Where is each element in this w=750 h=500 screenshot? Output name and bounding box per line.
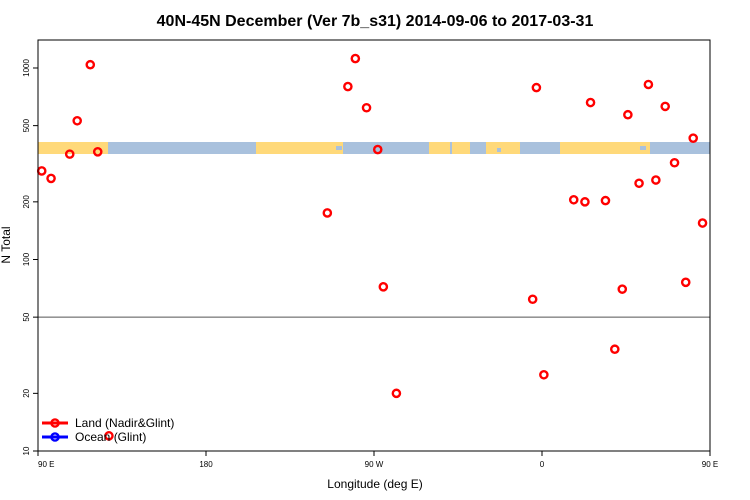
data-point bbox=[634, 178, 644, 189]
data-point bbox=[651, 175, 661, 185]
data-point bbox=[72, 115, 82, 126]
x-tick-label: 90 E bbox=[38, 460, 54, 469]
ocean-strip-detail bbox=[336, 146, 342, 150]
legend-label: Ocean (Glint) bbox=[75, 430, 146, 444]
data-point bbox=[64, 149, 75, 159]
land-strip-segment bbox=[486, 142, 520, 154]
data-point bbox=[378, 282, 389, 292]
data-point bbox=[391, 388, 402, 399]
land-strip-segment bbox=[38, 142, 108, 154]
data-point bbox=[361, 102, 372, 113]
data-point bbox=[600, 195, 611, 206]
data-point bbox=[92, 147, 103, 157]
data-point bbox=[623, 109, 633, 120]
x-tick-label: 90 E bbox=[702, 460, 718, 469]
y-tick-label: 100 bbox=[22, 252, 31, 266]
data-point bbox=[680, 277, 691, 288]
data-point bbox=[697, 218, 708, 228]
y-tick-label: 10 bbox=[22, 446, 31, 455]
data-point bbox=[531, 82, 542, 93]
data-point bbox=[617, 284, 628, 294]
data-point bbox=[46, 173, 56, 184]
y-axis-label: N Total bbox=[0, 226, 13, 263]
data-point bbox=[669, 157, 680, 168]
y-tick-label: 50 bbox=[22, 312, 31, 321]
data-point bbox=[372, 144, 383, 155]
land-strip-segment bbox=[429, 142, 450, 154]
data-point bbox=[585, 97, 596, 108]
land-strip-segment bbox=[560, 142, 650, 154]
legend-label: Land (Nadir&Glint) bbox=[75, 416, 174, 430]
x-axis-label: Longitude (deg E) bbox=[327, 477, 422, 491]
data-point bbox=[527, 294, 538, 305]
land-strip-segment bbox=[452, 142, 470, 154]
x-tick-label: 180 bbox=[199, 460, 213, 469]
y-tick-label: 1000 bbox=[22, 59, 31, 77]
data-point bbox=[322, 208, 333, 218]
y-axis: 10 20 50 100 200 500 1000 bbox=[22, 59, 38, 455]
data-point bbox=[36, 166, 47, 176]
y-tick-label: 200 bbox=[22, 195, 31, 209]
data-point bbox=[688, 133, 699, 143]
ocean-strip-detail bbox=[640, 146, 646, 150]
data-points bbox=[36, 53, 708, 441]
data-point bbox=[580, 197, 590, 207]
ocean-strip-detail bbox=[520, 150, 525, 154]
land-strip-segment bbox=[256, 142, 343, 154]
data-point bbox=[568, 194, 579, 205]
data-point bbox=[343, 81, 353, 92]
data-point bbox=[539, 369, 549, 380]
legend-swatch-marker bbox=[50, 432, 60, 442]
x-tick-label: 0 bbox=[540, 460, 545, 469]
y-tick-label: 500 bbox=[22, 118, 31, 132]
plot-frame bbox=[37, 39, 711, 452]
data-point bbox=[610, 344, 620, 355]
ocean-strip-detail bbox=[497, 148, 501, 152]
data-point bbox=[85, 59, 96, 70]
data-point bbox=[350, 53, 361, 64]
data-point bbox=[104, 431, 114, 441]
legend-swatch-marker bbox=[50, 418, 60, 428]
y-tick-label: 20 bbox=[22, 388, 31, 397]
ocean-strip-detail bbox=[115, 145, 119, 149]
ocean-strip-detail bbox=[470, 150, 475, 154]
x-tick-label: 90 W bbox=[365, 460, 384, 469]
data-point bbox=[643, 79, 654, 90]
ocean-strip-detail bbox=[655, 150, 659, 154]
legend: Land (Nadir&Glint)Ocean (Glint) bbox=[42, 416, 174, 444]
chart-title: 40N-45N December (Ver 7b_s31) 2014-09-06… bbox=[157, 13, 594, 30]
data-point bbox=[660, 101, 671, 112]
